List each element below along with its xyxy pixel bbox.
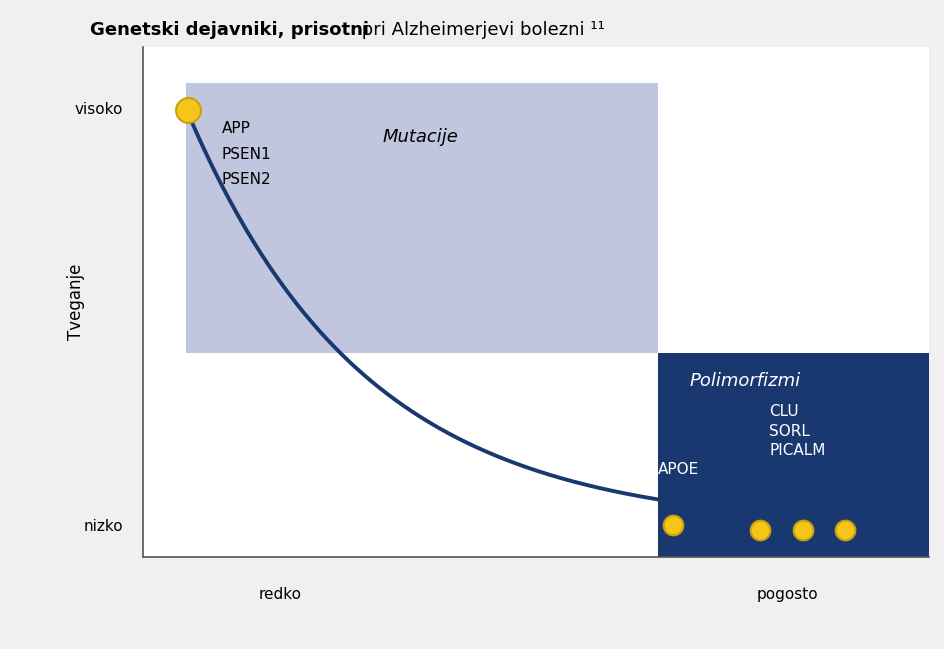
- Text: PSEN1: PSEN1: [222, 147, 271, 162]
- Bar: [658, 353, 929, 557]
- Text: pogosto: pogosto: [757, 587, 818, 602]
- Text: PSEN2: PSEN2: [222, 172, 271, 187]
- Text: CLU
SORL
PICALM: CLU SORL PICALM: [769, 404, 826, 458]
- Text: APP: APP: [222, 121, 250, 136]
- Text: Genetski dejavniki, prisotni: Genetski dejavniki, prisotni: [90, 21, 369, 39]
- Text: pri Alzheimerjevi bolezni ¹¹: pri Alzheimerjevi bolezni ¹¹: [356, 21, 605, 39]
- Point: [796, 524, 811, 535]
- Text: visoko: visoko: [75, 102, 123, 117]
- Text: nizko: nizko: [84, 519, 123, 533]
- Point: [666, 520, 681, 530]
- Text: Tveganje: Tveganje: [67, 264, 85, 340]
- Text: Polimorfizmi: Polimorfizmi: [689, 372, 801, 390]
- Point: [837, 524, 852, 535]
- Point: [181, 104, 196, 115]
- Text: redko: redko: [259, 587, 302, 602]
- Point: [752, 524, 767, 535]
- Bar: [186, 83, 658, 353]
- Text: APOE: APOE: [658, 462, 699, 478]
- Text: Mutacije: Mutacije: [382, 128, 459, 145]
